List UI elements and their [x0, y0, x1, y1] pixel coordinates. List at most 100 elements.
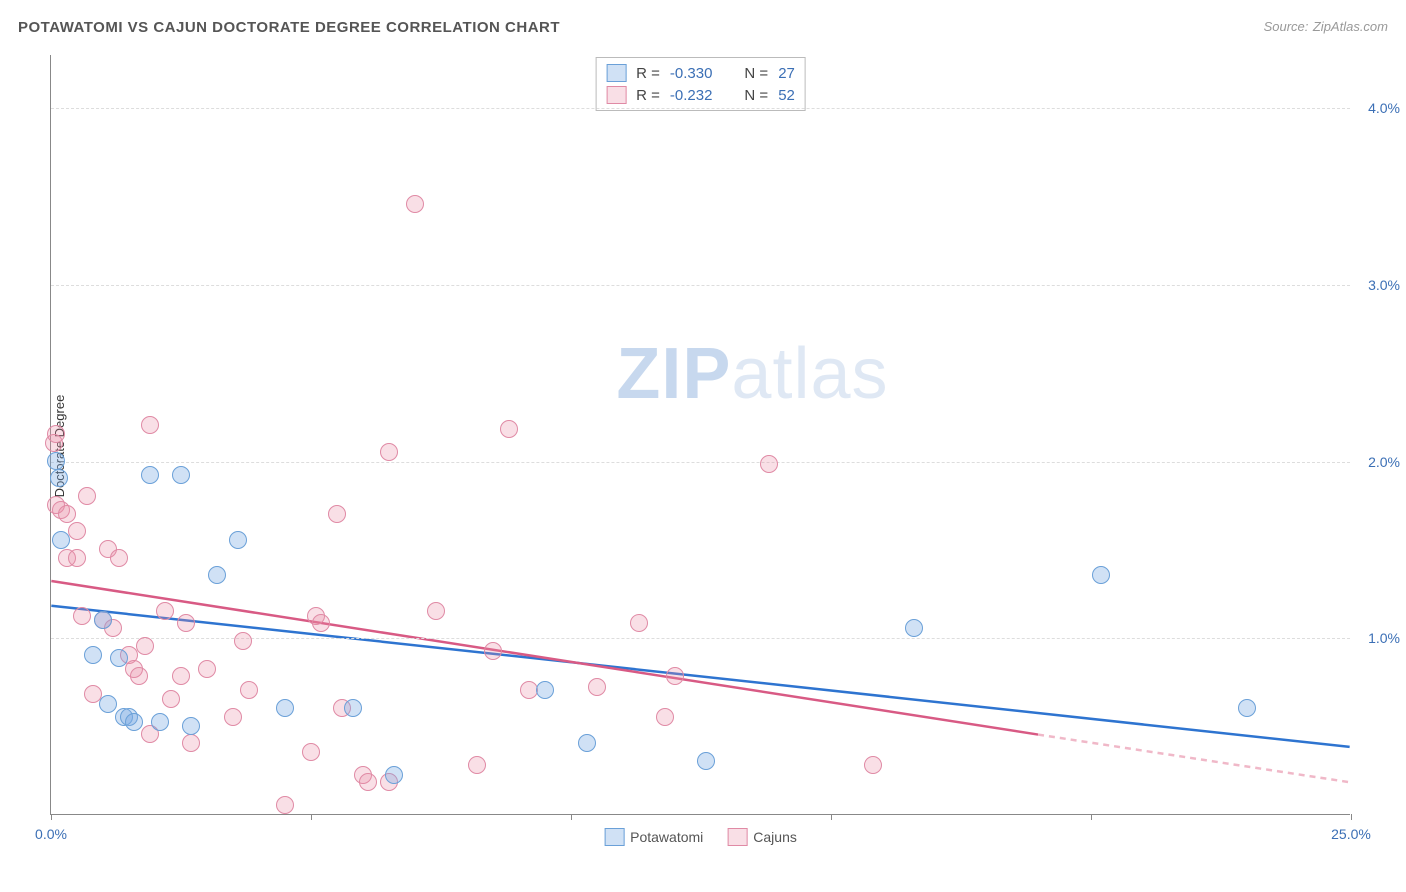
- scatter-point: [130, 667, 148, 685]
- source-value: ZipAtlas.com: [1313, 19, 1388, 34]
- scatter-point: [182, 734, 200, 752]
- legend-swatch: [606, 64, 626, 82]
- scatter-point: [68, 522, 86, 540]
- y-tick-label: 4.0%: [1368, 100, 1400, 116]
- scatter-point: [182, 717, 200, 735]
- gridline: [51, 108, 1350, 109]
- scatter-point: [468, 756, 486, 774]
- scatter-point: [151, 713, 169, 731]
- legend-item: Cajuns: [727, 828, 797, 846]
- scatter-point: [177, 614, 195, 632]
- scatter-point: [156, 602, 174, 620]
- x-tick: [831, 814, 832, 820]
- legend-label: Cajuns: [753, 829, 797, 845]
- legend-label: Potawatomi: [630, 829, 703, 845]
- chart-title: POTAWATOMI VS CAJUN DOCTORATE DEGREE COR…: [18, 19, 560, 36]
- scatter-point: [141, 416, 159, 434]
- scatter-point: [905, 619, 923, 637]
- scatter-point: [666, 667, 684, 685]
- scatter-point: [697, 752, 715, 770]
- trend-line: [1038, 735, 1350, 783]
- scatter-point: [229, 531, 247, 549]
- x-tick: [571, 814, 572, 820]
- scatter-point: [312, 614, 330, 632]
- x-tick-label: 25.0%: [1331, 826, 1371, 842]
- scatter-point: [500, 420, 518, 438]
- scatter-point: [234, 632, 252, 650]
- scatter-point: [50, 469, 68, 487]
- scatter-point: [344, 699, 362, 717]
- scatter-point: [141, 466, 159, 484]
- scatter-point: [99, 695, 117, 713]
- scatter-point: [78, 487, 96, 505]
- scatter-point: [110, 549, 128, 567]
- legend-row: R = -0.232 N = 52: [606, 84, 795, 106]
- scatter-point: [359, 773, 377, 791]
- scatter-point: [84, 646, 102, 664]
- gridline: [51, 285, 1350, 286]
- scatter-point: [588, 678, 606, 696]
- scatter-point: [240, 681, 258, 699]
- scatter-point: [52, 531, 70, 549]
- scatter-point: [94, 611, 112, 629]
- scatter-point: [380, 443, 398, 461]
- legend-swatch: [606, 86, 626, 104]
- scatter-point: [276, 796, 294, 814]
- watermark-atlas: atlas: [731, 334, 888, 414]
- legend-r-label: R =: [636, 87, 660, 104]
- legend-row: R = -0.330 N = 27: [606, 62, 795, 84]
- scatter-point: [427, 602, 445, 620]
- y-tick-label: 2.0%: [1368, 454, 1400, 470]
- scatter-point: [198, 660, 216, 678]
- scatter-point: [172, 667, 190, 685]
- x-tick: [1351, 814, 1352, 820]
- scatter-point: [162, 690, 180, 708]
- scatter-point: [276, 699, 294, 717]
- legend-item: Potawatomi: [604, 828, 703, 846]
- scatter-point: [125, 713, 143, 731]
- scatter-point: [1092, 566, 1110, 584]
- y-tick-label: 1.0%: [1368, 630, 1400, 646]
- scatter-point: [110, 649, 128, 667]
- scatter-point: [578, 734, 596, 752]
- legend-correlation: R = -0.330 N = 27 R = -0.232 N = 52: [595, 57, 806, 111]
- scatter-point: [656, 708, 674, 726]
- legend-swatch: [727, 828, 747, 846]
- legend-r-label: R =: [636, 65, 660, 82]
- legend-series: Potawatomi Cajuns: [604, 828, 797, 846]
- scatter-point: [136, 637, 154, 655]
- x-tick: [1091, 814, 1092, 820]
- scatter-point: [630, 614, 648, 632]
- legend-n-value: 52: [778, 87, 795, 104]
- x-tick: [51, 814, 52, 820]
- gridline: [51, 462, 1350, 463]
- scatter-point: [47, 425, 65, 443]
- scatter-point: [406, 195, 424, 213]
- scatter-point: [760, 455, 778, 473]
- scatter-point: [58, 505, 76, 523]
- legend-r-value: -0.330: [670, 65, 713, 82]
- scatter-point: [328, 505, 346, 523]
- scatter-point: [224, 708, 242, 726]
- x-tick-label: 0.0%: [35, 826, 67, 842]
- scatter-point: [385, 766, 403, 784]
- scatter-point: [864, 756, 882, 774]
- source-label: Source:: [1264, 19, 1309, 34]
- legend-n-value: 27: [778, 65, 795, 82]
- watermark-zip: ZIP: [616, 334, 731, 414]
- trend-line: [51, 606, 1349, 747]
- trend-line: [51, 581, 1038, 735]
- scatter-point: [484, 642, 502, 660]
- watermark: ZIPatlas: [616, 333, 888, 415]
- scatter-point: [47, 452, 65, 470]
- legend-n-label: N =: [744, 87, 768, 104]
- scatter-point: [73, 607, 91, 625]
- legend-swatch: [604, 828, 624, 846]
- legend-n-label: N =: [744, 65, 768, 82]
- scatter-point: [536, 681, 554, 699]
- y-tick-label: 3.0%: [1368, 277, 1400, 293]
- scatter-point: [172, 466, 190, 484]
- legend-r-value: -0.232: [670, 87, 713, 104]
- scatter-point: [68, 549, 86, 567]
- scatter-point: [208, 566, 226, 584]
